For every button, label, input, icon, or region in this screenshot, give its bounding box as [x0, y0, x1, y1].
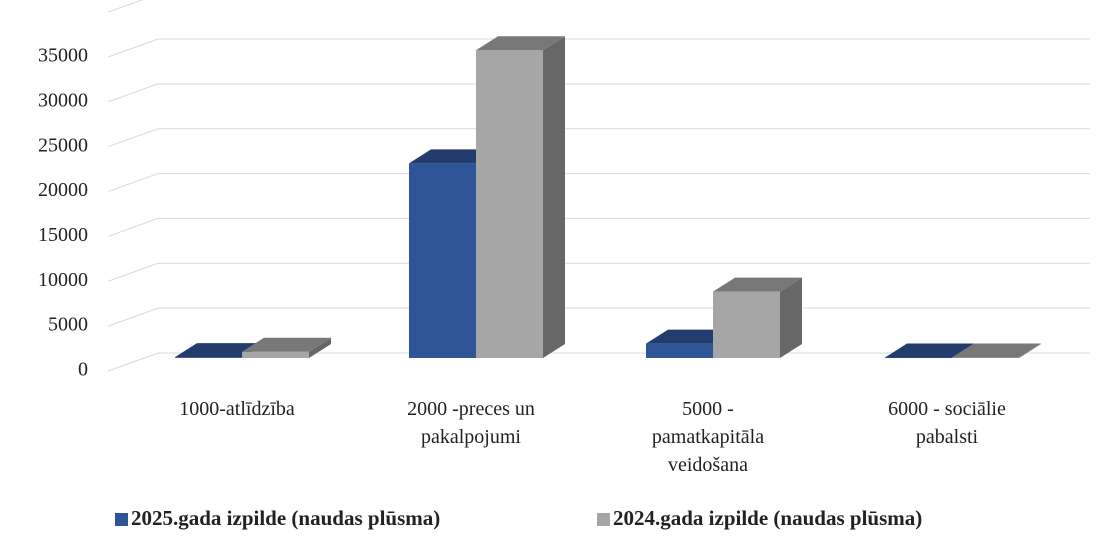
legend-swatch: [115, 513, 128, 526]
bar-front: [409, 163, 476, 358]
legend-label: 2024.gada izpilde (naudas plūsma): [613, 506, 922, 530]
y-tick-label: 10000: [38, 269, 88, 291]
grid-line: [107, 128, 1090, 148]
bar-top: [476, 36, 565, 51]
x-tick-label: 2000 -preces un pakalpojumi: [407, 398, 535, 448]
bar-front: [175, 357, 242, 358]
bar-top: [885, 343, 974, 358]
bar-side: [1019, 343, 1041, 358]
bar-top: [646, 329, 735, 344]
grid-line: [107, 307, 1090, 327]
legend-swatch: [597, 513, 610, 526]
y-tick-label: 0: [78, 359, 88, 381]
bar-top: [713, 277, 802, 292]
grid-line: [107, 83, 1090, 103]
y-tick-label: 25000: [38, 134, 88, 156]
bar-top: [409, 149, 498, 164]
bar-side: [780, 277, 802, 358]
x-tick-label: 1000-atlīdzība: [179, 398, 295, 420]
grid-line: [107, 262, 1090, 282]
y-tick-label: 5000: [48, 314, 88, 336]
bar-top: [175, 343, 264, 358]
y-tick-label: 15000: [38, 224, 88, 246]
bar-side: [309, 337, 331, 358]
y-tick-label: 35000: [38, 45, 88, 67]
grid-line: [107, 38, 1090, 58]
bar: [476, 36, 565, 358]
bar-side: [543, 36, 565, 358]
bar-front: [242, 351, 309, 358]
bar-front: [646, 343, 713, 358]
bar-front: [476, 50, 543, 358]
grid-line: [107, 217, 1090, 237]
x-tick-label: 5000 -pamatkapitāla veidošana: [652, 398, 764, 476]
bar-top: [952, 343, 1041, 358]
bar: [713, 277, 802, 358]
bar-top: [242, 337, 331, 352]
y-tick-label: 20000: [38, 179, 88, 201]
x-tick-label: 6000 - sociālie pabalsti: [888, 398, 1006, 448]
legend-label: 2025.gada izpilde (naudas plūsma): [131, 506, 440, 530]
bar: [242, 337, 331, 358]
grid-line: [107, 173, 1090, 193]
bar-front: [713, 291, 780, 358]
wall-edge: [107, 0, 144, 13]
bar: [952, 343, 1041, 358]
y-tick-label: 30000: [38, 89, 88, 111]
